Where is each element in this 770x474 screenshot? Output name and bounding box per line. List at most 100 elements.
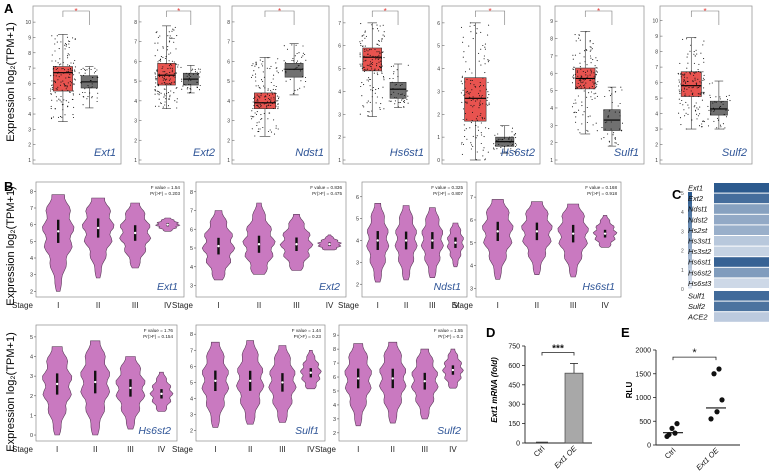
panel-a-point-Hs6st2 [514, 145, 517, 148]
panel-a-point-Ext1 [90, 68, 92, 71]
panel-b-median-Sulf1-IV [309, 371, 313, 374]
panel-a-point-Hs6st1 [367, 110, 369, 113]
panel-a-point-Ext2 [157, 36, 159, 38]
panel-a-point-Hs6st2 [476, 28, 478, 30]
panel-a-point-Sulf1 [593, 88, 595, 90]
panel-b-gene-label-Ext2: Ext2 [319, 281, 340, 293]
panel-a-point-Ext1 [57, 71, 59, 73]
panel-a-point-Ext1 [55, 88, 57, 90]
panel-a-point-Sulf1 [580, 77, 582, 79]
panel-a-point-Ndst1 [297, 65, 299, 67]
panel-a-point-Sulf2 [698, 96, 700, 98]
panel-a-point-Ndst1 [253, 97, 255, 99]
panel-a-point-Ext2 [190, 79, 192, 81]
panel-a-point-Hs6st1 [376, 28, 379, 30]
panel-a-gene-label-Ext1: Ext1 [94, 147, 116, 159]
panel-a-point-Sulf1 [610, 121, 612, 123]
panel-c-cell-ACE2 [714, 312, 769, 322]
panel-a-point-Hs6st1 [371, 59, 373, 61]
panel-a-point-Hs6st2 [466, 138, 468, 140]
panel-a-point-Sulf2 [722, 123, 724, 125]
panel-a-point-Hs6st2 [464, 87, 466, 89]
panel-b-median-Ext1-IV [166, 223, 169, 226]
panel-a-point-Hs6st2 [511, 145, 513, 147]
panel-a-point-Ext2 [197, 68, 200, 70]
panel-d-ytick-label: 0 [516, 441, 520, 448]
panel-a-point-Ndst1 [256, 111, 258, 113]
panel-a-ytick-label-Ndst1: 5 [227, 79, 230, 85]
panel-a-point-Sulf2 [695, 110, 697, 112]
panel-a-point-Hs6st1 [368, 111, 370, 113]
panel-c-scale-bar-segment [688, 200, 692, 205]
panel-c-row-label-Ndst2: Ndst2 [688, 215, 708, 224]
panel-a-point-Sulf2 [684, 82, 687, 84]
panel-a-point-Ext2 [195, 78, 197, 80]
panel-a-point-Ext2 [165, 63, 167, 65]
panel-a-point-Ext1 [56, 41, 58, 43]
panel-a-point-Sulf2 [693, 51, 695, 53]
panel-a-point-Hs6st1 [382, 86, 384, 88]
panel-a-point-Ndst1 [257, 85, 259, 87]
panel-a-point-Sulf2 [693, 106, 695, 108]
panel-a-point-Ndst1 [265, 96, 267, 98]
panel-b-ytick-label-Hs6st2: 1 [30, 413, 33, 419]
panel-a-point-Sulf1 [577, 75, 579, 77]
panel-a-point-Ext1 [51, 35, 53, 37]
panel-a-point-Hs6st2 [487, 97, 489, 99]
panel-b-stage-tick-II: II [404, 301, 408, 310]
panel-a-point-Sulf2 [702, 120, 704, 122]
panel-a-point-Sulf1 [583, 111, 585, 113]
panel-a-point-Hs6st1 [377, 43, 379, 45]
panel-c-row-label-Sulf2: Sulf2 [688, 302, 706, 311]
panel-a-point-Hs6st2 [461, 153, 463, 155]
panel-a-point-Sulf1 [592, 43, 594, 45]
panel-a-point-Hs6st2 [476, 151, 478, 153]
panel-a-point-Sulf2 [690, 70, 692, 72]
panel-a-ytick-label-Hs6st1: 5 [338, 67, 341, 73]
panel-a-point-Hs6st1 [382, 34, 384, 36]
panel-a-point-Sulf2 [707, 118, 709, 120]
panel-a-gene-label-Ext2: Ext2 [193, 147, 215, 159]
panel-a-point-Ext2 [167, 92, 169, 94]
panel-a-point-Hs6st2 [481, 117, 483, 119]
panel-c-scale-bar-segment [688, 224, 692, 229]
panel-e-ytick-label: 1500 [635, 371, 651, 378]
panel-a-point-Sulf2 [694, 79, 696, 81]
panel-a-point-Hs6st1 [379, 66, 381, 68]
panel-a-point-Hs6st1 [378, 44, 380, 47]
panel-a-point-Hs6st2 [480, 96, 482, 98]
panel-a-point-Hs6st1 [368, 78, 370, 80]
panel-a-point-Ext2 [162, 56, 164, 58]
panel-a-point-Hs6st1 [367, 115, 369, 117]
panel-a-point-Sulf1 [589, 50, 591, 52]
panel-a-point-Sulf2 [693, 62, 695, 64]
panel-a-ytick-label-Ext2: 8 [134, 20, 137, 26]
panel-a-point-Ndst1 [292, 93, 294, 95]
panel-a-point-Ext2 [154, 42, 156, 44]
panel-a-point-Hs6st2 [470, 104, 472, 106]
panel-a-point-Ext1 [82, 91, 84, 94]
panel-a-point-Sulf2 [691, 119, 693, 121]
panel-e-point-Ext1 OE [708, 416, 714, 422]
panel-a-point-Sulf2 [683, 109, 685, 111]
panel-b-fvalue-Sulf1: F value = 1.44 [292, 328, 322, 333]
panel-a-point-Ndst1 [277, 108, 279, 110]
panel-a-point-Hs6st2 [500, 146, 502, 148]
panel-a-significance-Ndst1: * [278, 7, 281, 16]
panel-a-point-Sulf1 [595, 86, 597, 89]
panel-a-point-Hs6st2 [484, 63, 486, 65]
panel-a-point-Hs6st1 [363, 106, 365, 108]
panel-a-point-Ext1 [58, 48, 60, 50]
panel-a-point-Sulf2 [713, 109, 716, 111]
panel-a-point-Sulf2 [678, 112, 680, 114]
panel-a-point-Ndst1 [261, 63, 263, 65]
panel-a-point-Ext1 [54, 82, 56, 84]
panel-b-median-Ext1-I [57, 230, 60, 233]
panel-a-tumor-box-Hs6st2 [464, 77, 487, 122]
panel-a-point-Hs6st1 [365, 35, 367, 37]
panel-a-point-Ext2 [167, 35, 169, 37]
panel-b-pvalue-Sulf2: Pr(>F) = 0.2 [438, 334, 463, 339]
panel-a-ytick-label-Ndst1: 8 [227, 20, 230, 26]
panel-a-point-Ndst1 [266, 104, 268, 107]
panel-d-bar-Ext1 OE [564, 372, 584, 444]
